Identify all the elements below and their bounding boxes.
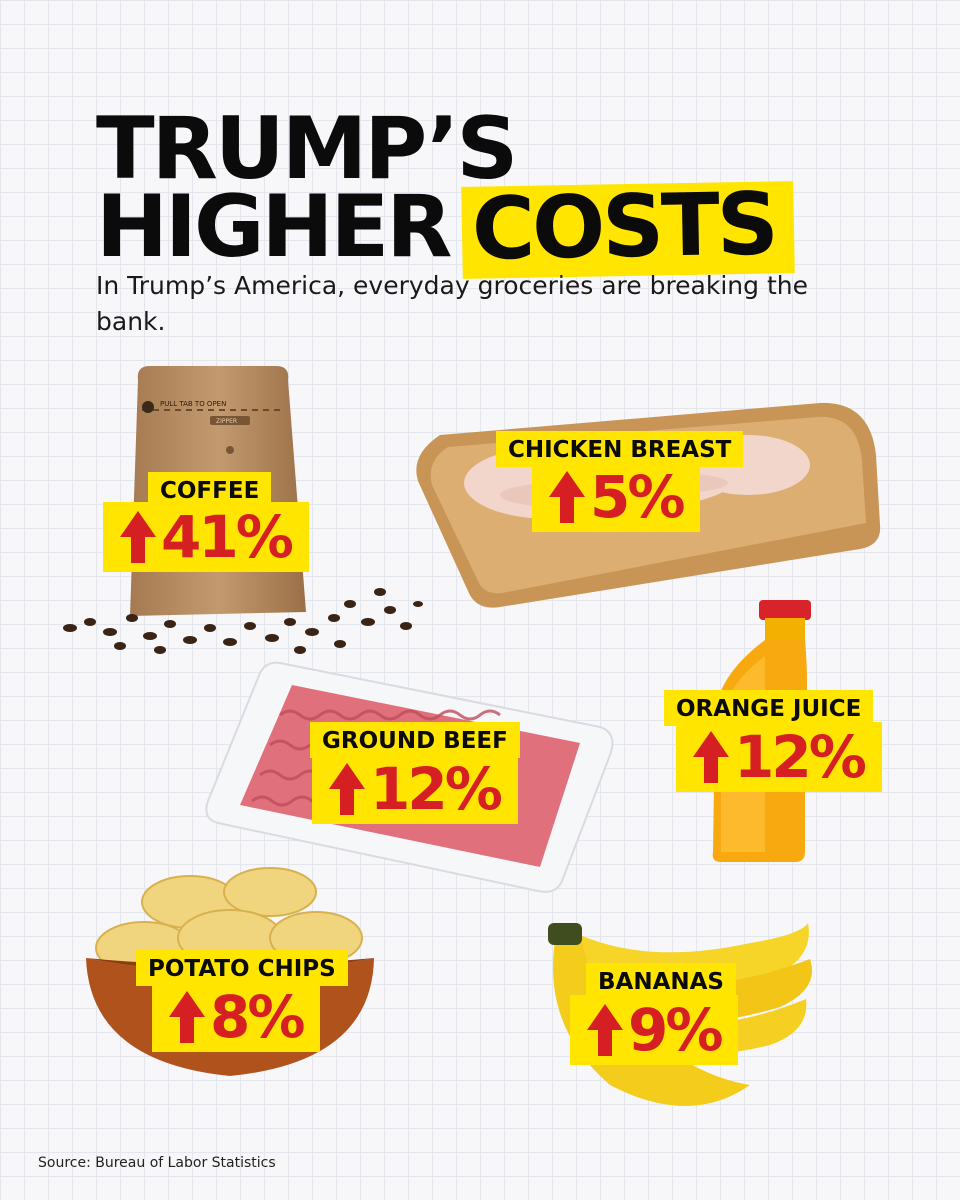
beef-label: GROUND BEEF <box>310 722 520 758</box>
source-note: Source: Bureau of Labor Statistics <box>38 1155 276 1171</box>
chips-change: 8% <box>152 982 321 1052</box>
chicken-change-value: 5% <box>590 463 686 531</box>
arrow-up-icon <box>120 511 156 563</box>
title-line-1: TRUMP’S <box>96 99 518 199</box>
coffee-change: 41% <box>103 502 309 572</box>
beef-change-value: 12% <box>370 755 503 823</box>
title-highlight: COSTS <box>460 174 795 280</box>
bananas-change: 9% <box>570 995 739 1065</box>
arrow-up-icon <box>329 763 365 815</box>
arrow-up-icon <box>169 991 205 1043</box>
subtitle: In Trump’s America, everyday groceries a… <box>96 271 808 336</box>
arrow-up-icon <box>693 731 729 783</box>
chicken-change: 5% <box>532 462 701 532</box>
juice-label: ORANGE JUICE <box>664 690 874 726</box>
coffee-bag-pull-text: PULL TAB TO OPEN <box>160 400 226 408</box>
chips-label: POTATO CHIPS <box>136 950 348 986</box>
arrow-up-icon <box>549 471 585 523</box>
title-line-2: HIGHER COSTS <box>96 174 795 280</box>
bananas-label: BANANAS <box>586 963 736 999</box>
chips-change-value: 8% <box>210 983 306 1051</box>
beef-change: 12% <box>312 754 518 824</box>
juice-change-value: 12% <box>734 723 867 791</box>
coffee-change-value: 41% <box>161 503 294 571</box>
coffee-bag-zipper-text: ZIPPER <box>216 418 237 425</box>
title-plain: HIGHER <box>96 177 453 277</box>
bananas-change-value: 9% <box>628 996 724 1064</box>
chicken-label: CHICKEN BREAST <box>496 431 744 467</box>
arrow-up-icon <box>587 1004 623 1056</box>
juice-change: 12% <box>676 722 882 792</box>
